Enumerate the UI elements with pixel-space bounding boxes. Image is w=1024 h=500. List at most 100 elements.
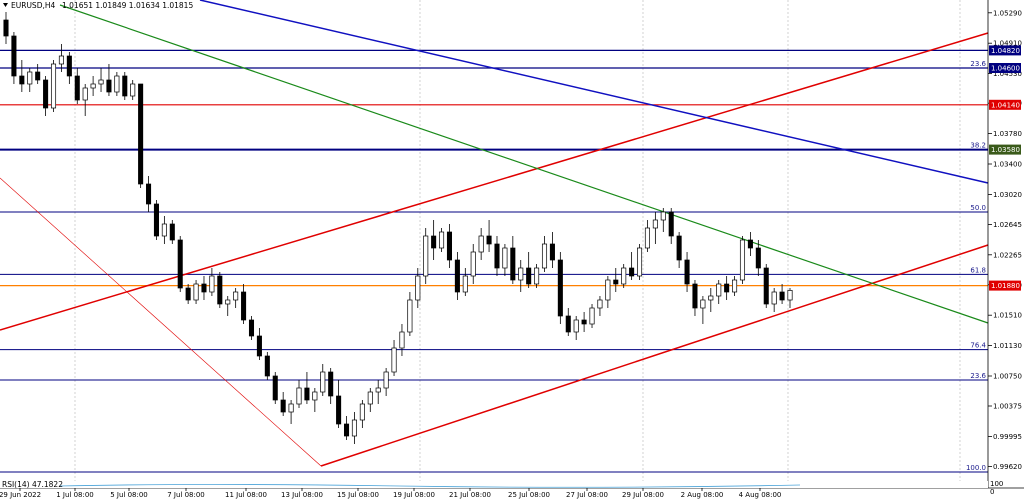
candle-19 bbox=[153, 200, 159, 240]
candle-body bbox=[185, 287, 191, 301]
candle-12 bbox=[98, 68, 104, 92]
candle-body bbox=[454, 259, 460, 293]
candle-16 bbox=[130, 80, 136, 100]
candle-body bbox=[589, 307, 595, 325]
candle-body bbox=[708, 295, 714, 301]
price-tag-4: 1.01880 bbox=[989, 280, 1021, 291]
candle-body bbox=[629, 267, 635, 277]
candle-body bbox=[644, 227, 650, 249]
time-tick-label-1: 1 Jul 08:00 bbox=[56, 491, 94, 499]
candle-body bbox=[470, 251, 476, 277]
candle-body bbox=[312, 391, 318, 401]
rsi-strip bbox=[0, 481, 988, 488]
candle-96 bbox=[763, 264, 769, 308]
price-tag-0: 1.04820 bbox=[989, 45, 1021, 56]
time-tick-label-3: 7 Jul 08:00 bbox=[167, 491, 205, 499]
candle-52 bbox=[415, 268, 421, 308]
blue-trend-line[interactable] bbox=[199, 0, 989, 184]
candle-89 bbox=[708, 288, 714, 312]
price-tag-label: 1.03580 bbox=[991, 146, 1020, 154]
candle-body bbox=[122, 75, 128, 97]
candle-83 bbox=[660, 208, 666, 232]
candle-body bbox=[241, 291, 247, 321]
candle-body bbox=[581, 319, 587, 325]
candle-body bbox=[114, 75, 120, 93]
price-tick-label-6: 1.03020 bbox=[993, 191, 1022, 199]
candle-35 bbox=[280, 392, 286, 416]
candle-body bbox=[502, 247, 508, 269]
thin-red-diagonal-line[interactable] bbox=[0, 177, 322, 467]
candle-51 bbox=[407, 292, 413, 336]
candle-40 bbox=[320, 364, 326, 396]
time-tick-label-11: 29 Jul 08:00 bbox=[622, 491, 664, 499]
rsi-label: RSI(14) 47.1822 bbox=[2, 480, 63, 489]
horizontal-levels bbox=[0, 49, 988, 473]
candle-body bbox=[296, 387, 302, 405]
candle-53 bbox=[423, 228, 429, 284]
price-tick-label-13: 1.00375 bbox=[993, 403, 1022, 411]
price-tick-label-4: 1.03780 bbox=[993, 130, 1022, 138]
price-tick-label-15: 0.99620 bbox=[993, 463, 1022, 471]
candle-8 bbox=[66, 52, 72, 84]
candle-86 bbox=[684, 252, 690, 292]
green-trend-line[interactable] bbox=[59, 4, 989, 324]
candle-body bbox=[526, 267, 532, 285]
price-tick-label-7: 1.02645 bbox=[993, 221, 1022, 229]
red-channel-upper-line[interactable] bbox=[0, 32, 989, 331]
candle-body bbox=[676, 235, 682, 261]
candle-body bbox=[716, 283, 722, 297]
candle-body bbox=[399, 331, 405, 349]
candle-73 bbox=[581, 312, 587, 332]
candle-7 bbox=[58, 44, 64, 72]
candle-77 bbox=[613, 268, 619, 292]
candle-body bbox=[724, 283, 730, 293]
candle-56 bbox=[446, 224, 453, 268]
candle-body bbox=[660, 211, 666, 221]
candle-85 bbox=[676, 232, 682, 268]
candle-78 bbox=[621, 264, 627, 288]
candle-14 bbox=[114, 72, 120, 96]
candle-2 bbox=[19, 60, 25, 92]
candle-body bbox=[700, 299, 706, 309]
price-tick-label-12: 1.00750 bbox=[993, 373, 1022, 381]
price-tick-label-2: 1.04530 bbox=[993, 70, 1022, 78]
red-channel-lower-line[interactable] bbox=[320, 244, 989, 467]
candle-98 bbox=[779, 284, 785, 304]
candle-36 bbox=[288, 400, 294, 424]
time-tick-label-13: 4 Aug 08:00 bbox=[739, 491, 782, 499]
price-tag-box bbox=[989, 45, 1021, 56]
candle-body bbox=[351, 419, 357, 437]
candle-4 bbox=[35, 64, 41, 84]
fib-label-4: 76.4 bbox=[970, 342, 986, 350]
candle-22 bbox=[177, 236, 183, 292]
price-tag-1: 1.04600 bbox=[989, 63, 1021, 73]
candle-39 bbox=[312, 388, 318, 412]
candle-body bbox=[549, 243, 555, 261]
candle-body bbox=[130, 83, 136, 97]
candle-body bbox=[272, 375, 278, 401]
time-tick-label-8: 21 Jul 08:00 bbox=[449, 491, 491, 499]
candle-body bbox=[557, 259, 563, 317]
candle-body bbox=[478, 235, 484, 253]
candle-71 bbox=[565, 308, 571, 336]
header-dropdown-icon[interactable] bbox=[3, 3, 8, 7]
candle-23 bbox=[185, 284, 191, 304]
candle-body bbox=[383, 371, 389, 389]
candle-body bbox=[391, 347, 397, 373]
price-tick-label-1: 1.04910 bbox=[993, 40, 1022, 48]
fib-label-1: 38.2 bbox=[970, 142, 986, 150]
candle-body bbox=[375, 387, 381, 393]
candle-body bbox=[637, 247, 643, 277]
candle-body bbox=[573, 319, 579, 333]
candle-body bbox=[343, 423, 350, 437]
candle-99 bbox=[787, 288, 793, 308]
candle-68 bbox=[541, 236, 548, 272]
candle-3 bbox=[27, 68, 33, 92]
candle-body bbox=[462, 275, 468, 293]
candle-37 bbox=[296, 380, 302, 408]
candle-body bbox=[439, 231, 445, 249]
candle-body bbox=[19, 75, 25, 85]
candle-46 bbox=[367, 388, 373, 412]
candle-body bbox=[541, 243, 548, 269]
